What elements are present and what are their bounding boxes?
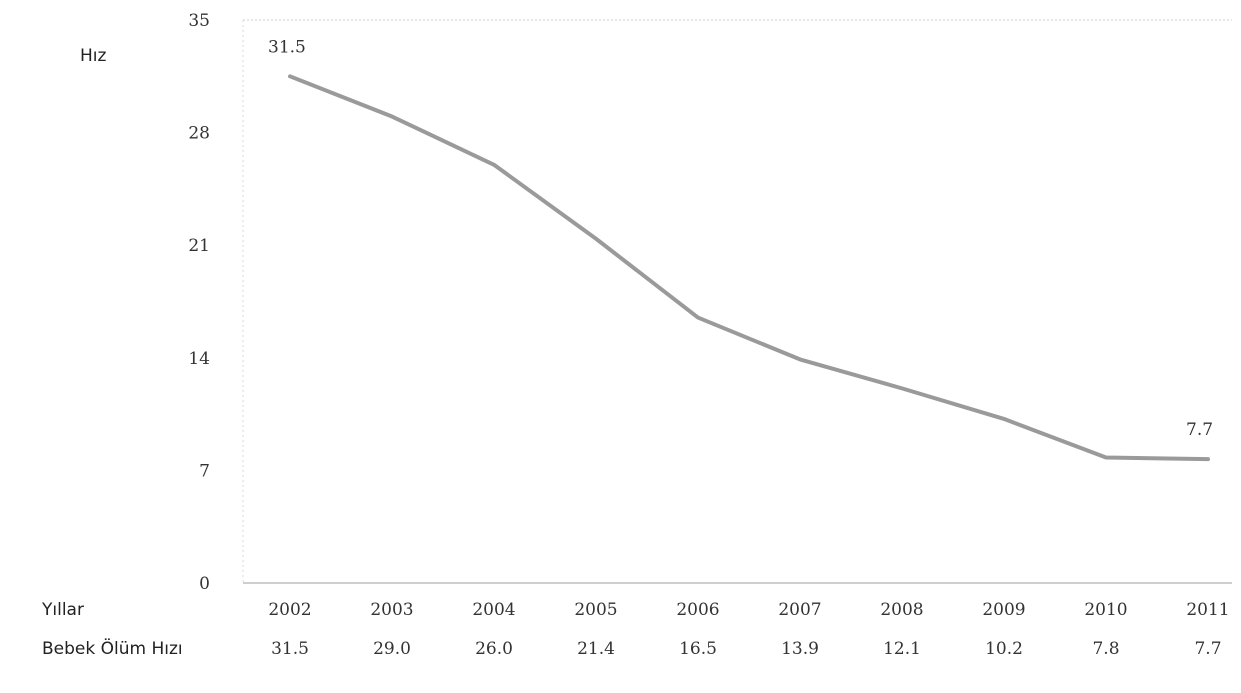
x-tick-labels: 2002 2003 2004 2005 2006 2007 2008 2009 2010 2011 xyxy=(268,600,1229,620)
value-cell: 26.0 xyxy=(475,639,513,659)
x-tick-label: 2006 xyxy=(676,600,719,620)
last-point-label: 7.7 xyxy=(1186,420,1213,440)
y-tick-label: 7 xyxy=(199,461,210,481)
x-tick-label: 2010 xyxy=(1084,600,1127,620)
x-tick-label: 2005 xyxy=(574,600,617,620)
y-tick-label: 14 xyxy=(188,349,210,369)
x-row-header: Yıllar xyxy=(41,600,84,620)
value-row-cells: 31.5 29.0 26.0 21.4 16.5 13.9 12.1 10.2 7.8 7.7 xyxy=(271,639,1221,659)
value-cell: 7.8 xyxy=(1092,639,1119,659)
value-cell: 29.0 xyxy=(373,639,411,659)
y-tick-label: 21 xyxy=(188,236,210,256)
value-cell: 21.4 xyxy=(577,639,615,659)
x-tick-label: 2004 xyxy=(472,600,515,620)
y-tick-label: 0 xyxy=(199,574,210,594)
y-axis-label: Hız xyxy=(80,46,107,66)
x-tick-label: 2011 xyxy=(1186,600,1229,620)
first-point-label: 31.5 xyxy=(268,37,306,57)
x-tick-label: 2008 xyxy=(880,600,923,620)
value-cell: 13.9 xyxy=(781,639,819,659)
value-cell: 16.5 xyxy=(679,639,717,659)
y-tick-label: 35 xyxy=(188,11,210,31)
x-tick-label: 2003 xyxy=(370,600,413,620)
value-cell: 10.2 xyxy=(985,639,1023,659)
value-cell: 31.5 xyxy=(271,639,309,659)
value-cell: 7.7 xyxy=(1194,639,1221,659)
x-tick-label: 2007 xyxy=(778,600,821,620)
x-tick-label: 2002 xyxy=(268,600,311,620)
y-tick-labels: 0 7 14 21 28 35 xyxy=(188,11,210,594)
y-tick-label: 28 xyxy=(188,124,210,144)
value-cell: 12.1 xyxy=(883,639,921,659)
series-line xyxy=(288,74,1210,462)
value-row-header: Bebek Ölüm Hızı xyxy=(42,637,183,659)
x-tick-label: 2009 xyxy=(982,600,1025,620)
